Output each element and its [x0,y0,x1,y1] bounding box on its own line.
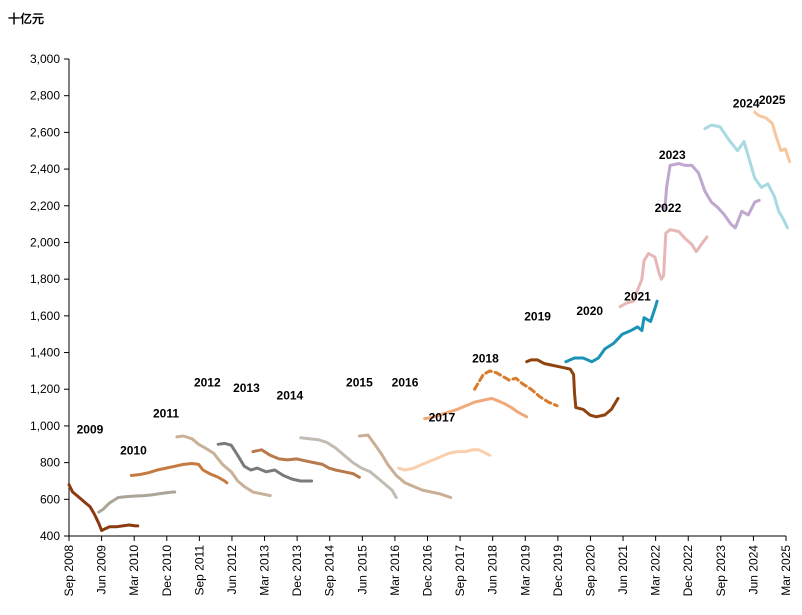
x-axis: Sep 2008 Jun 2009 Mar 2010 Dec 2010 Sep 2011… [62,535,793,597]
series-label-2025: 2025 [759,93,786,107]
y-tick-label: 2,000 [30,235,60,249]
x-tick-label: Jun 2024 [746,545,760,595]
y-tick-label: 1,200 [30,382,60,396]
series-label-2011: 2011 [153,407,179,421]
series-line-2021 [618,228,709,309]
x-tick-label: Mar 2013 [258,545,272,596]
y-tick-label: 2,800 [30,89,60,103]
series-label-2010: 2010 [120,443,147,457]
y-unit-label: 十亿元 [8,12,45,26]
x-tick-label: Sep 2011 [192,545,206,596]
x-tick-label: Sep 2014 [323,545,337,597]
series-line-2011 [129,462,229,485]
series-label-2020: 2020 [576,304,603,318]
x-tick-label: Sep 2023 [714,545,728,597]
x-tick-label: Mar 2022 [649,545,663,596]
y-tick-label: 1,800 [30,272,60,286]
y-tick-label: 2,400 [30,162,60,176]
y-tick-label: 2,200 [30,199,60,213]
series-label-2018: 2018 [472,352,499,366]
x-tick-label: Sep 2017 [453,545,467,597]
x-tick-label: Jun 2018 [486,545,500,595]
x-tick-label: Jun 2012 [225,545,239,595]
series-line-2017-b [423,396,529,421]
series-labels: 2009 2010 2011 2012 2013 2014 2015 2016 2017 2018… [77,93,786,457]
x-tick-label: Dec 2019 [551,545,565,597]
y-tick-label: 1,400 [30,346,60,360]
y-tick-label: 800 [40,456,60,470]
y-tick-label: 3,000 [30,52,60,66]
series-line-2023 [703,123,789,230]
series-label-2012: 2012 [194,375,221,389]
y-tick-label: 2,600 [30,125,60,139]
series-label-2017: 2017 [429,410,456,424]
series-line-2020 [564,299,659,364]
series-line-2018 [473,369,559,408]
x-tick-label: Jun 2021 [616,545,630,595]
x-tick-label: Mar 2019 [518,545,532,596]
x-tick-label: Mar 2025 [779,545,793,596]
x-tick-label: Jun 2015 [355,545,369,595]
x-tick-label: Mar 2016 [388,545,402,596]
series-label-2014: 2014 [277,388,304,402]
series-line-2017 [397,448,492,472]
series-line-2014 [251,448,361,479]
series-line-2015 [299,436,398,499]
series-line-2013 [216,441,314,483]
series-line-2022 [659,162,761,230]
y-tick-label: 1,000 [30,419,60,433]
x-tick-label: Mar 2010 [127,545,141,596]
series-label-2023: 2023 [659,148,686,162]
y-tick-label: 600 [40,492,60,506]
x-tick-label: Jun 2009 [95,545,109,595]
series-label-2013: 2013 [233,381,260,395]
series-line-2009 [67,483,140,532]
series-label-2016: 2016 [392,375,419,389]
series-label-2019: 2019 [524,309,551,323]
y-tick-label: 1,600 [30,309,60,323]
series-label-2015: 2015 [346,375,373,389]
y-tick-label: 400 [40,529,60,543]
x-tick-label: Dec 2010 [160,545,174,597]
series-label-2009: 2009 [77,422,104,436]
x-tick-label: Dec 2013 [290,545,304,597]
series-label-2022: 2022 [655,201,682,215]
series-line-2025 [753,110,792,164]
x-tick-label: Dec 2022 [681,545,695,597]
x-tick-label: Sep 2020 [583,545,597,597]
x-tick-label: Sep 2008 [62,545,76,597]
y-axis: 400 600 800 1,000 1,200 1,400 1,600 1,800 2,000 2… [30,52,70,543]
x-tick-label: Dec 2016 [421,545,435,597]
series-label-2024: 2024 [733,97,760,111]
series-line-2012 [175,434,272,498]
series-line-2010 [97,490,177,514]
series-line-2019 [525,358,620,419]
series-line-2016 [357,433,453,499]
series-lines [67,110,792,532]
series-label-2021: 2021 [624,289,651,303]
